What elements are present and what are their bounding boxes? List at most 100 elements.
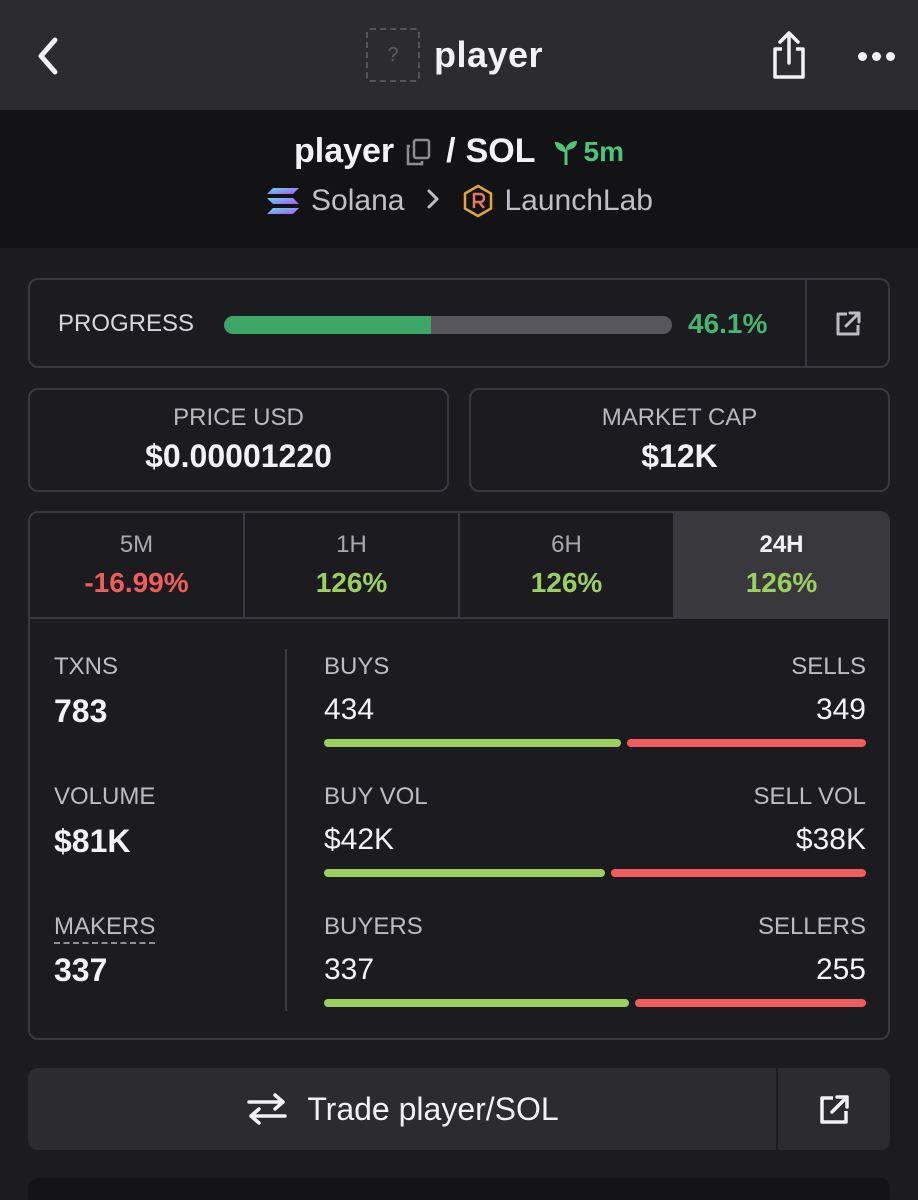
breadcrumb: Solana LaunchLab xyxy=(0,184,918,218)
txns-value: 783 xyxy=(54,693,108,729)
sellers-label: SELLERS xyxy=(757,913,866,940)
progress-label: PROGRESS xyxy=(58,310,195,337)
timeframe-tabs: 5M -16.99% 1H 126% 6H 126% 24H 126% xyxy=(30,513,888,619)
token-image-placeholder: ? xyxy=(366,28,420,82)
tab-label: 1H xyxy=(336,531,367,558)
buy-vol-value: $42K xyxy=(324,823,395,856)
sellers-value: 255 xyxy=(815,953,866,986)
buy-sell-volume-split: BUY VOL SELL VOL $42K $38K xyxy=(324,783,866,877)
more-dot xyxy=(885,51,895,61)
page-title: player xyxy=(434,34,544,75)
buys-sells-bar xyxy=(324,739,866,747)
sells-value: 349 xyxy=(815,693,866,726)
swap-arrows-icon xyxy=(247,1093,288,1125)
tab-label: 5M xyxy=(119,531,154,558)
more-button[interactable] xyxy=(852,36,900,76)
placeholder-glyph: ? xyxy=(387,43,399,66)
dex-link[interactable]: LaunchLab xyxy=(462,184,653,218)
buy-vol-label: BUY VOL xyxy=(324,783,428,810)
copy-button[interactable] xyxy=(404,137,432,167)
buyers-value: 337 xyxy=(324,953,375,986)
more-dot xyxy=(871,51,881,61)
divider xyxy=(776,1068,778,1150)
share-icon xyxy=(773,31,805,79)
dex-name: LaunchLab xyxy=(504,184,653,217)
sellers-bar-fill xyxy=(635,999,866,1007)
sell-vol-value: $38K xyxy=(795,823,866,856)
volume-value: $81K xyxy=(54,823,131,859)
sells-label: SELLS xyxy=(791,653,866,680)
price-change: -16.99% xyxy=(84,567,189,598)
token-title: ? player xyxy=(366,28,543,82)
price-change: 126% xyxy=(315,567,388,598)
back-button[interactable] xyxy=(28,32,68,80)
tab-6h[interactable]: 6H 126% xyxy=(460,513,675,617)
pair-name: player / SOL 5m xyxy=(0,132,918,171)
sell-vol-label: SELL VOL xyxy=(753,783,866,810)
volume-metric: VOLUME $81K xyxy=(54,783,284,860)
market-cap-card: MARKET CAP $12K xyxy=(469,388,890,492)
divider xyxy=(285,649,287,1011)
price-change: 126% xyxy=(745,567,818,598)
more-horizontal-icon xyxy=(857,51,867,61)
pair-header: player / SOL 5m Solana xyxy=(0,110,918,248)
buy-vol-bar-fill xyxy=(324,869,606,877)
buys-value: 434 xyxy=(324,693,375,726)
tab-label: 6H xyxy=(551,531,582,558)
buyers-sellers-split: BUYERS SELLERS 337 255 xyxy=(324,913,866,1007)
trade-bar: Trade player/SOL xyxy=(28,1068,890,1150)
chain-link[interactable]: Solana xyxy=(265,184,404,218)
progress-bar xyxy=(224,316,672,334)
market-cap-label: MARKET CAP xyxy=(601,404,758,431)
txns-metric: TXNS 783 xyxy=(54,653,284,730)
progress-bar-fill xyxy=(224,316,431,334)
txns-label: TXNS xyxy=(54,653,119,680)
buyers-bar-fill xyxy=(324,999,630,1007)
external-link-icon xyxy=(836,311,861,336)
seedling-icon xyxy=(554,140,577,165)
chevron-right-icon xyxy=(426,185,440,217)
trade-external-link[interactable] xyxy=(814,1090,854,1130)
buyers-label: BUYERS xyxy=(324,913,423,940)
price-usd-value: $0.00001220 xyxy=(145,438,332,474)
price-usd-label: PRICE USD xyxy=(173,404,304,431)
buys-label: BUYS xyxy=(324,653,390,680)
raydium-logo-icon xyxy=(464,184,493,218)
tab-1h[interactable]: 1H 126% xyxy=(245,513,460,617)
progress-value: 46.1% xyxy=(688,308,768,339)
pair-age-badge: 5m xyxy=(552,136,624,168)
buyers-sellers-bar xyxy=(324,999,866,1007)
pair-age: 5m xyxy=(583,135,624,167)
price-change: 126% xyxy=(530,567,603,598)
trade-button[interactable]: Trade player/SOL xyxy=(28,1068,776,1150)
pair-separator: / xyxy=(446,132,456,170)
share-button[interactable] xyxy=(766,28,812,82)
price-usd-card: PRICE USD $0.00001220 xyxy=(28,388,449,492)
pair-quote-symbol: SOL xyxy=(465,132,536,170)
makers-value: 337 xyxy=(54,952,108,988)
tab-24h[interactable]: 24H 126% xyxy=(675,513,888,617)
timeframe-stats-card: 5M -16.99% 1H 126% 6H 126% 24H 126% TXNS… xyxy=(28,511,890,1040)
tab-5m[interactable]: 5M -16.99% xyxy=(30,513,245,617)
pair-base-symbol: player xyxy=(293,132,395,170)
trade-button-label: Trade player/SOL xyxy=(307,1090,559,1127)
buys-sells-split: BUYS SELLS 434 349 xyxy=(324,653,866,747)
tab-label: 24H xyxy=(759,531,804,558)
buy-sell-volume-bar xyxy=(324,869,866,877)
sell-vol-bar-fill xyxy=(611,869,866,877)
solana-logo-icon xyxy=(267,188,300,214)
copy-icon xyxy=(406,138,431,165)
volume-label: VOLUME xyxy=(54,783,156,810)
external-link-icon xyxy=(820,1095,849,1124)
top-bar: ? player xyxy=(0,0,918,110)
divider xyxy=(805,280,807,366)
chain-name: Solana xyxy=(311,184,405,217)
makers-metric: MAKERS 337 xyxy=(54,913,284,989)
makers-label[interactable]: MAKERS xyxy=(54,913,156,944)
market-cap-value: $12K xyxy=(641,438,718,474)
next-section-card xyxy=(28,1178,890,1200)
progress-external-link[interactable] xyxy=(828,306,868,342)
bonding-progress-card: PROGRESS 46.1% xyxy=(28,278,890,368)
buys-bar-fill xyxy=(324,739,622,747)
chevron-left-icon xyxy=(38,37,58,75)
